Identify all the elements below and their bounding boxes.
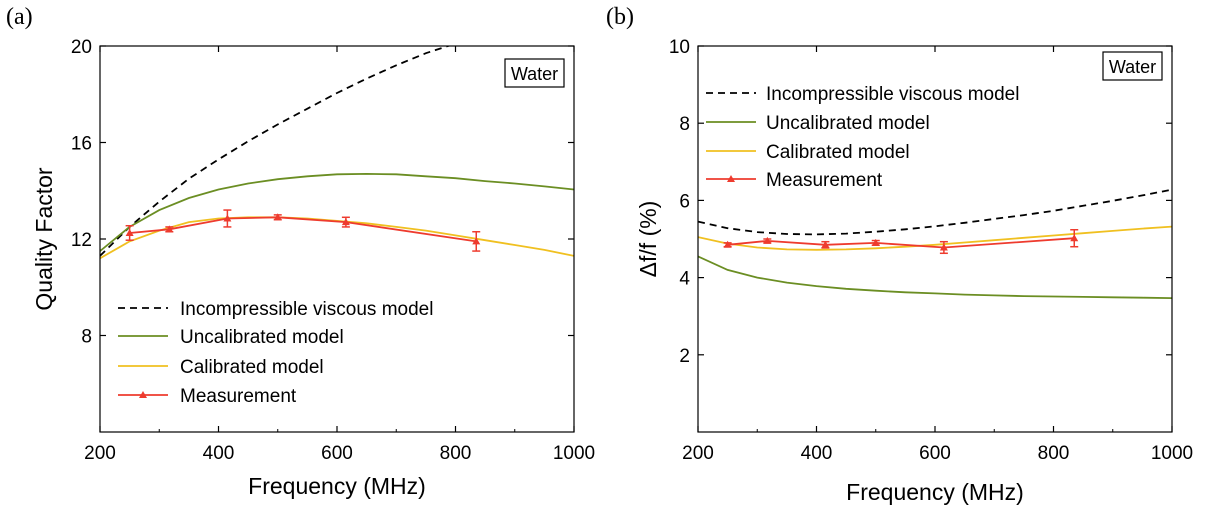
legend-measurement-a: Measurement — [180, 386, 297, 407]
y-tick-label-b: 4 — [679, 269, 690, 290]
water-label-b: Water — [1109, 57, 1156, 77]
legend-uncalibrated-b: Uncalibrated model — [766, 113, 930, 134]
y-tick-label-a: 20 — [71, 37, 92, 58]
y-axis-label-a: Quality Factor — [31, 167, 57, 310]
x-axis-label-a: Frequency (MHz) — [248, 473, 426, 499]
plot-area-a — [100, 46, 574, 260]
x-tick-label-a: 800 — [440, 443, 472, 464]
data-point-b — [939, 243, 948, 251]
panel-b: (b) 200 400 600 800 1000 2 4 6 8 10 Water Frequen… — [606, 4, 1193, 505]
ticks-a: 200 400 600 800 1000 8 12 16 20 — [71, 37, 595, 464]
y-tick-label-b: 8 — [679, 114, 690, 135]
series-measurement-b — [727, 237, 1075, 249]
x-tick-label-b: 600 — [919, 443, 951, 464]
series-calibrated-model-b — [698, 225, 1172, 251]
legend-calibrated-a: Calibrated model — [180, 357, 324, 378]
ticks-b: 200 400 600 800 1000 2 4 6 8 10 — [669, 37, 1193, 464]
legend-incompressible-a: Incompressible viscous model — [180, 299, 433, 320]
data-point-a — [472, 237, 481, 245]
x-axis-label-b: Frequency (MHz) — [846, 479, 1024, 505]
legend-calibrated-b: Calibrated model — [766, 142, 910, 163]
legend-marker-measurement-b — [727, 175, 735, 182]
legend-b: Incompressible viscous model Uncalibrate… — [706, 84, 1019, 191]
plot-area-b — [698, 188, 1172, 299]
panel-label-a: (a) — [6, 4, 33, 30]
y-axis-label-b: Δf/f (%) — [635, 201, 661, 278]
legend-uncalibrated-a: Uncalibrated model — [180, 327, 344, 348]
series-group-a — [100, 46, 574, 260]
series-uncalibrated-model-b — [698, 255, 1172, 299]
data-point-b — [723, 240, 732, 248]
series-uncalibrated-model-a — [100, 172, 574, 252]
series-incompressible-viscous-model-a — [100, 46, 452, 257]
water-box-b — [1102, 51, 1163, 81]
data-point-b — [821, 240, 830, 248]
series-calibrated-model-a — [100, 216, 574, 260]
x-tick-label-a: 200 — [84, 443, 116, 464]
y-tick-label-a: 16 — [71, 134, 92, 155]
data-point-a — [223, 214, 232, 222]
x-tick-label-a: 600 — [321, 443, 353, 464]
panel-a: (a) 200 400 600 800 1000 8 12 16 20 Water Freque… — [6, 4, 595, 499]
legend-marker-measurement-a — [139, 391, 147, 398]
data-point-a — [125, 228, 134, 236]
x-tick-label-a: 400 — [203, 443, 235, 464]
water-label-a: Water — [511, 64, 558, 84]
series-group-b — [698, 188, 1172, 299]
x-tick-label-b: 400 — [801, 443, 833, 464]
y-tick-label-b: 10 — [669, 37, 690, 58]
data-point-a — [341, 218, 350, 226]
data-point-b — [1070, 234, 1079, 242]
y-tick-label-a: 8 — [81, 327, 92, 348]
y-tick-label-a: 12 — [71, 230, 92, 251]
x-tick-label-a: 1000 — [553, 443, 595, 464]
legend-measurement-b: Measurement — [766, 170, 883, 191]
legend-a: Incompressible viscous model Uncalibrate… — [118, 299, 433, 407]
data-point-a — [165, 225, 174, 233]
y-tick-label-b: 6 — [679, 191, 690, 212]
y-tick-label-b: 2 — [679, 346, 690, 367]
data-point-a — [273, 213, 282, 221]
x-tick-label-b: 200 — [682, 443, 714, 464]
x-tick-label-b: 1000 — [1151, 443, 1193, 464]
panel-label-b: (b) — [606, 4, 634, 30]
legend-incompressible-b: Incompressible viscous model — [766, 84, 1019, 105]
plot-frame-a — [99, 45, 575, 433]
water-box-a — [504, 58, 565, 88]
data-point-b — [763, 236, 772, 244]
series-incompressible-viscous-model-b — [698, 188, 1172, 236]
x-tick-label-b: 800 — [1038, 443, 1070, 464]
data-point-b — [871, 238, 880, 246]
series-measurement-a — [129, 216, 477, 243]
